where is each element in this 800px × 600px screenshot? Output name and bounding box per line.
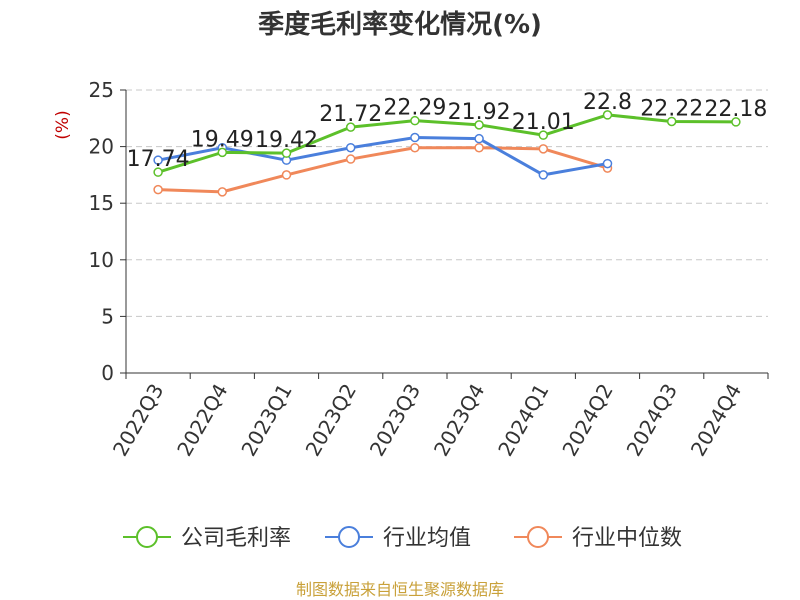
- chart-title: 季度毛利率变化情况(%): [258, 9, 542, 40]
- series-layer: [153, 110, 741, 197]
- y-axis-label: (%): [53, 110, 73, 139]
- data-label: 19.42: [255, 128, 318, 153]
- series-point: [538, 170, 549, 180]
- series-point: [153, 184, 163, 195]
- source-note: 制图数据来自恒生聚源数据库: [296, 580, 504, 599]
- series-point: [153, 167, 163, 177]
- series-point: [345, 154, 356, 164]
- legend-swatch-marker: [136, 526, 158, 548]
- data-label: 21.01: [512, 110, 575, 135]
- y-tick-label: 25: [89, 78, 114, 102]
- x-tick-label: 2024Q3: [622, 380, 682, 461]
- data-label: 22.29: [383, 96, 446, 121]
- series-point: [410, 115, 420, 126]
- data-label: 19.49: [191, 127, 254, 152]
- series-line: [158, 146, 608, 194]
- legend-label: 行业均值: [383, 526, 471, 551]
- series-line: [157, 113, 736, 174]
- data-label: 21.92: [448, 100, 511, 125]
- x-tick-label: 2022Q3: [108, 380, 168, 461]
- series-point: [153, 155, 163, 165]
- series-line: [157, 136, 608, 177]
- data-label: 22.8: [583, 90, 632, 115]
- x-tick-label: 2022Q4: [172, 380, 232, 461]
- y-tick-label: 10: [89, 248, 114, 272]
- series-point: [474, 120, 484, 130]
- y-tick-label: 15: [89, 191, 114, 215]
- y-tick-label: 5: [101, 304, 114, 328]
- series-point: [410, 132, 420, 143]
- x-tick-label: 2023Q3: [365, 380, 425, 461]
- series-point: [281, 170, 292, 180]
- x-tick-label: 2024Q4: [686, 380, 746, 461]
- series-point: [666, 116, 677, 127]
- legend-label: 公司毛利率: [181, 526, 291, 551]
- data-label: 21.72: [319, 102, 382, 127]
- legend: 公司毛利率 行业均值 行业中位数: [123, 526, 682, 551]
- x-tick-label: 2023Q2: [301, 380, 361, 461]
- series-point: [217, 187, 228, 197]
- data-label: 22.22: [640, 96, 703, 121]
- legend-swatch-marker: [527, 526, 549, 548]
- x-tick-label: 2024Q2: [557, 380, 617, 461]
- data-label: 17.74: [127, 147, 190, 172]
- x-tick-label: 2023Q4: [429, 379, 489, 460]
- series-point: [345, 122, 356, 132]
- series-point: [345, 142, 356, 153]
- series-point: [538, 130, 549, 140]
- series-point: [602, 158, 613, 169]
- series-point: [538, 144, 549, 154]
- legend-label: 行业中位数: [572, 526, 682, 551]
- data-label: 22.18: [704, 97, 767, 122]
- y-tick-label: 20: [89, 135, 114, 159]
- x-tick-label: 2023Q1: [236, 380, 296, 461]
- legend-swatch-marker: [338, 526, 360, 548]
- x-tick-label: 2024Q1: [493, 380, 553, 461]
- series-point: [217, 147, 228, 158]
- series-point: [474, 142, 484, 153]
- series-point: [474, 133, 484, 144]
- y-tick-label: 0: [101, 361, 114, 385]
- series-point: [731, 117, 741, 127]
- series-point: [281, 148, 292, 158]
- series-point: [602, 110, 613, 120]
- series-point: [410, 142, 420, 153]
